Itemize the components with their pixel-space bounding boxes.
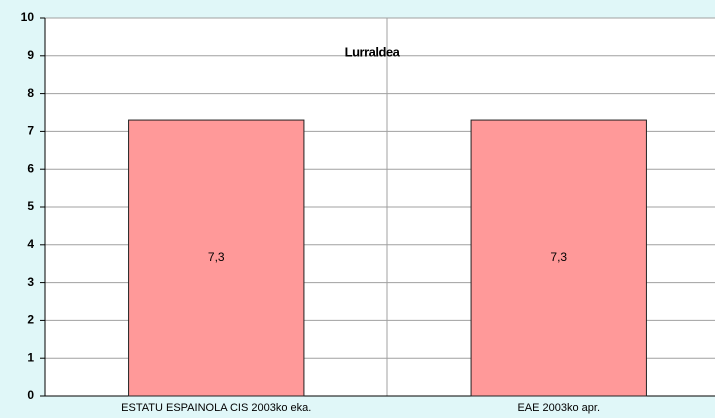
y-tick-label: 10 — [21, 10, 35, 24]
value-label: 7,3 — [550, 250, 567, 264]
y-tick-label: 1 — [27, 350, 34, 364]
y-tick-label: 8 — [27, 86, 34, 100]
y-tick-label: 3 — [27, 275, 34, 289]
y-tick-label: 7 — [27, 124, 34, 138]
bar — [128, 119, 305, 397]
y-tick-label: 6 — [27, 161, 34, 175]
x-tick-label: ESTATU ESPAINOLA CIS 2003ko eka. — [121, 402, 311, 414]
y-tick-label: 0 — [27, 388, 34, 402]
y-tick-label: 9 — [27, 48, 34, 62]
y-tick-label: 5 — [27, 199, 34, 213]
x-tick-label: EAE 2003ko apr. — [517, 402, 600, 414]
bar — [470, 119, 647, 397]
value-label: 7,3 — [208, 250, 225, 264]
y-tick-label: 2 — [27, 313, 34, 327]
y-tick-label: 4 — [27, 237, 34, 251]
chart-title: Lurraldea — [345, 44, 401, 59]
